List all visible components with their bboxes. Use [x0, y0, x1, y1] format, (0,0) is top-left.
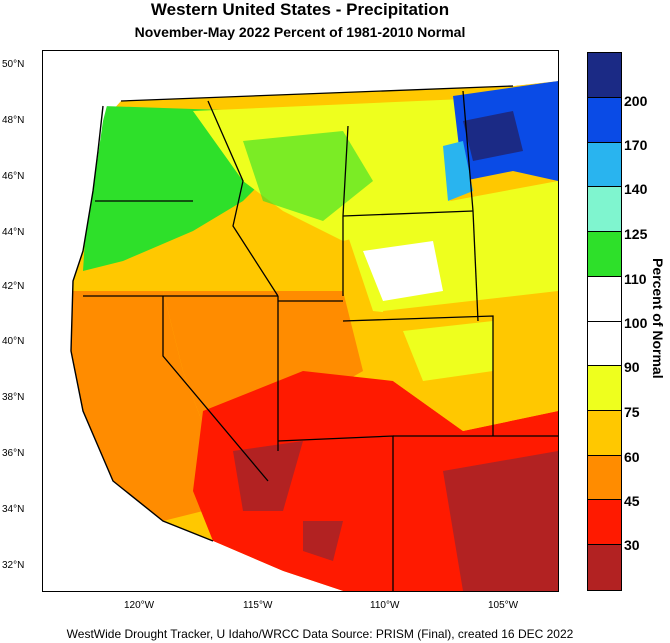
map-title: Western United States - Precipitation [150, 0, 450, 19]
legend-title: Percent of Normal [650, 258, 666, 379]
legend-swatch [588, 322, 621, 366]
legend-label-110: 110 [624, 271, 647, 287]
legend-swatch [588, 98, 621, 143]
legend-swatch [588, 53, 621, 98]
lat-label-40: 40°N [2, 336, 25, 347]
legend-label-170: 170 [624, 137, 648, 153]
lon-label-120: 120°W [124, 600, 155, 611]
lat-label-42: 42°N [2, 281, 25, 292]
legend-label-100: 100 [624, 315, 648, 331]
legend-swatch [588, 500, 621, 545]
lat-label-38: 38°N [2, 392, 25, 403]
precipitation-map [42, 50, 559, 592]
lat-label-48: 48°N [2, 115, 25, 126]
legend-label-125: 125 [624, 226, 648, 242]
lat-label-36: 36°N [2, 448, 25, 459]
legend-label-60: 60 [624, 449, 640, 465]
map-subtitle: November-May 2022 Percent of 1981-2010 N… [134, 24, 466, 40]
legend-label-200: 200 [624, 93, 648, 109]
legend-label-90: 90 [624, 359, 640, 375]
map-canvas [43, 51, 558, 591]
legend-swatch [588, 545, 621, 590]
legend-label-30: 30 [624, 537, 640, 553]
legend-swatch [588, 366, 621, 411]
lat-label-34: 34°N [2, 504, 25, 515]
lat-label-50: 50°N [2, 59, 25, 70]
legend-colorbar [587, 52, 622, 591]
footer-credit: WestWide Drought Tracker, U Idaho/WRCC D… [66, 627, 574, 641]
legend-swatch [588, 411, 621, 456]
legend-label-75: 75 [624, 404, 640, 420]
legend-swatch [588, 277, 621, 322]
lon-label-115: 115°W [243, 600, 273, 611]
legend-swatch [588, 232, 621, 277]
legend-swatch [588, 143, 621, 187]
lat-label-44: 44°N [2, 227, 25, 238]
legend-label-140: 140 [624, 181, 648, 197]
legend-swatch [588, 187, 621, 232]
lat-label-32: 32°N [2, 560, 25, 571]
lat-label-46: 46°N [2, 171, 25, 182]
lon-label-105: 105°W [488, 600, 519, 611]
legend-swatch [588, 456, 621, 500]
legend-label-45: 45 [624, 493, 640, 509]
lon-label-110: 110°W [370, 600, 400, 611]
